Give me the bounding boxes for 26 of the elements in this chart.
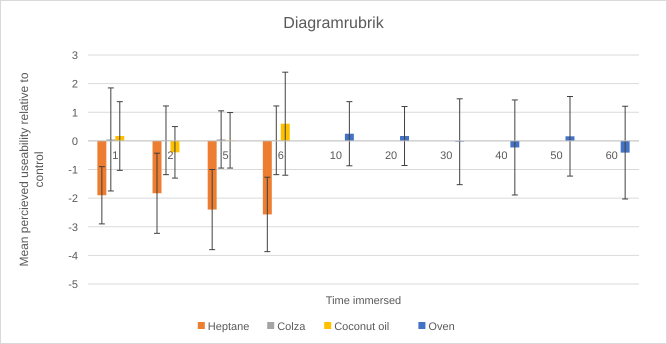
y-tick-label: 0 — [72, 136, 78, 148]
x-tick-label: 40 — [495, 150, 508, 162]
legend-label: Colza — [277, 321, 306, 333]
x-tick-label: 6 — [278, 150, 284, 162]
y-axis-title: Mean percieved useability relative to control — [17, 72, 46, 267]
y-tick-label: -1 — [68, 164, 78, 176]
legend-label: Coconut oil — [334, 321, 390, 333]
y-tick-label: -2 — [68, 193, 78, 206]
x-tick-label: 30 — [440, 150, 452, 162]
legend-label: Heptane — [208, 321, 250, 333]
x-tick-label: 50 — [550, 150, 563, 162]
x-tick-label: 5 — [222, 150, 229, 162]
y-tick-label: -5 — [68, 279, 78, 291]
y-tick-label: 3 — [72, 50, 78, 62]
x-tick-label: 10 — [330, 150, 342, 162]
x-tick-label: 60 — [606, 150, 618, 162]
y-tick-label: -4 — [68, 250, 78, 262]
x-axis-title: Time immersed — [326, 295, 402, 307]
legend-label: Oven — [428, 321, 455, 333]
x-tick-label: 20 — [384, 150, 398, 162]
x-tick-label: 2 — [167, 150, 174, 162]
chart-title: Diagramrubrik — [283, 15, 385, 32]
y-tick-label: -3 — [68, 222, 78, 234]
y-tick-label: 1 — [72, 107, 78, 120]
y-tick-label: 2 — [72, 78, 78, 91]
x-tick-label: 1 — [112, 150, 118, 162]
